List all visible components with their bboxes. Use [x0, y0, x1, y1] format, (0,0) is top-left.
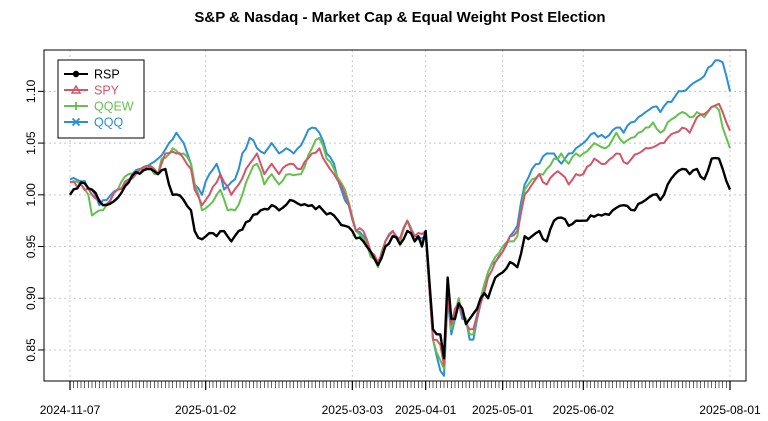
grid — [44, 50, 746, 381]
x-tick-label: 2025-03-03 — [322, 403, 384, 417]
series-lines — [69, 59, 732, 377]
y-tick-label: 0.90 — [24, 286, 38, 310]
y-tick-label: 0.85 — [24, 338, 38, 362]
y-tick-label: 1.00 — [24, 183, 38, 207]
x-tick-label: 2024-11-07 — [40, 403, 101, 417]
legend-label-qqq: QQQ — [94, 116, 123, 130]
legend-marker-cross — [71, 117, 81, 127]
legend-label-spy: SPY — [94, 84, 120, 98]
chart-title: S&P & Nasdaq - Market Cap & Equal Weight… — [194, 9, 605, 26]
y-tick-label: 1.05 — [24, 131, 38, 155]
series-line-rsp — [69, 156, 732, 360]
legend-label-qqew: QQEW — [94, 100, 134, 114]
y-tick-label: 1.10 — [24, 79, 38, 103]
x-tick-label: 2025-05-01 — [472, 403, 534, 417]
legend-marker-circle — [72, 70, 80, 78]
x-tick-label: 2025-06-02 — [553, 403, 615, 417]
legend-marker-triangle — [70, 84, 82, 94]
x-tick-label: 2025-04-01 — [395, 403, 457, 417]
x-tick-label: 2025-08-01 — [699, 403, 761, 417]
axes: 0.85 0.90 0.95 1.00 1.05 1.10 2024-11-07 2025-0… — [24, 49, 761, 417]
legend-label-rsp: RSP — [94, 68, 120, 82]
plot-frame — [43, 49, 747, 382]
legend: RSP SPY QQEW QQQ — [57, 59, 145, 139]
y-tick-label: 0.95 — [24, 235, 38, 259]
series-line-spy — [69, 102, 731, 367]
legend-marker-plus — [72, 102, 80, 110]
x-tick-label: 2025-01-02 — [175, 403, 237, 417]
